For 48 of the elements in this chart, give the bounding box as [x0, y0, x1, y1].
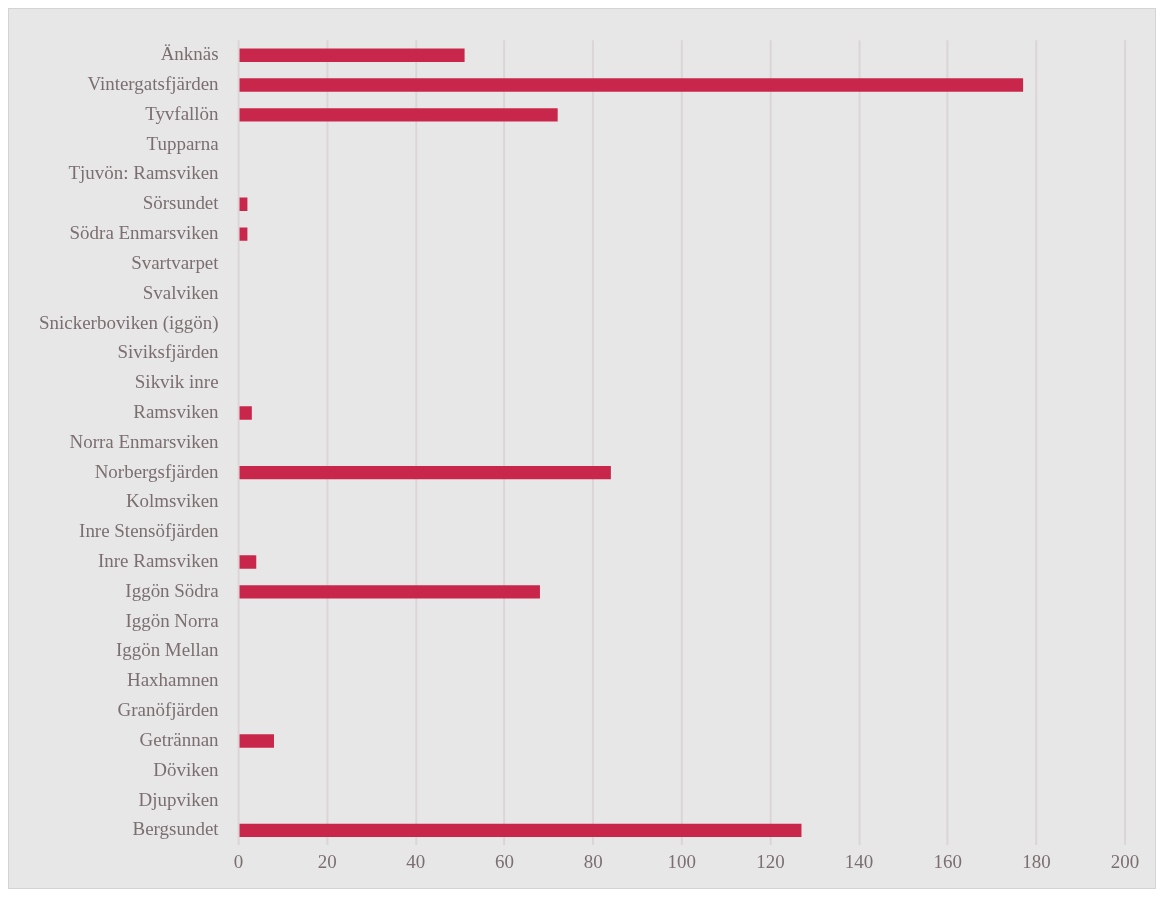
y-tick-label: Haxhamnen	[126, 669, 220, 691]
bar	[239, 734, 274, 748]
y-tick-label: Sörsundet	[142, 192, 220, 214]
bar	[239, 48, 465, 62]
bar	[239, 555, 257, 569]
y-tick-label: Änknäs	[160, 43, 219, 65]
y-tick-label: Getrännan	[139, 728, 220, 750]
x-tick-label: 100	[667, 850, 697, 872]
bar	[239, 585, 540, 599]
y-tick-label: Bergsundet	[132, 818, 220, 840]
x-tick-label: 0	[233, 850, 244, 872]
y-tick-label: Tjuvön: Ramsviken	[68, 162, 220, 184]
bar	[239, 823, 802, 838]
y-tick-label: Svartvarpet	[131, 251, 220, 273]
y-tick-label: Iggön Mellan	[115, 639, 220, 661]
bar	[239, 78, 1024, 92]
x-tick-label: 40	[406, 850, 426, 872]
y-tick-label: Inre Ramsviken	[98, 550, 220, 572]
y-tick-label: Iggön Norra	[125, 609, 220, 631]
y-tick-label: Sikvik inre	[134, 371, 219, 393]
y-tick-label: Södra Enmarsviken	[69, 222, 220, 244]
y-tick-label: Snickerboviken (iggön)	[39, 311, 219, 334]
bar	[239, 406, 252, 420]
y-tick-label: Ramsviken	[133, 400, 220, 422]
x-tick-label: 60	[495, 850, 514, 872]
y-tick-label: Tyvfallön	[145, 102, 220, 124]
y-tick-label: Granöfjärden	[117, 699, 220, 721]
y-tick-label: Siviksfjärden	[117, 341, 220, 363]
y-tick-label: Svalviken	[142, 281, 220, 303]
y-tick-label: Döviken	[153, 758, 220, 780]
y-tick-label: Norra Enmarsviken	[69, 430, 220, 452]
x-tick-label: 140	[844, 850, 874, 872]
x-tick-label: 80	[583, 850, 603, 872]
y-tick-label: Inre Stensöfjärden	[79, 520, 220, 542]
y-tick-label: Tupparna	[146, 132, 220, 154]
bar	[239, 108, 558, 122]
x-tick-label: 160	[933, 850, 962, 872]
y-tick-label: Vintergatsfjärden	[87, 73, 220, 95]
y-tick-label: Iggön Södra	[125, 579, 220, 601]
x-tick-label: 200	[1110, 850, 1140, 872]
x-tick-label: 120	[756, 850, 785, 872]
y-tick-label: Djupviken	[138, 788, 220, 810]
bar	[239, 465, 611, 480]
y-tick-label: Norbergsfjärden	[94, 460, 220, 482]
x-tick-label: 180	[1022, 850, 1051, 872]
x-tick-label: 20	[317, 850, 337, 872]
bar	[239, 227, 248, 241]
y-tick-label: Kolmsviken	[125, 490, 220, 512]
